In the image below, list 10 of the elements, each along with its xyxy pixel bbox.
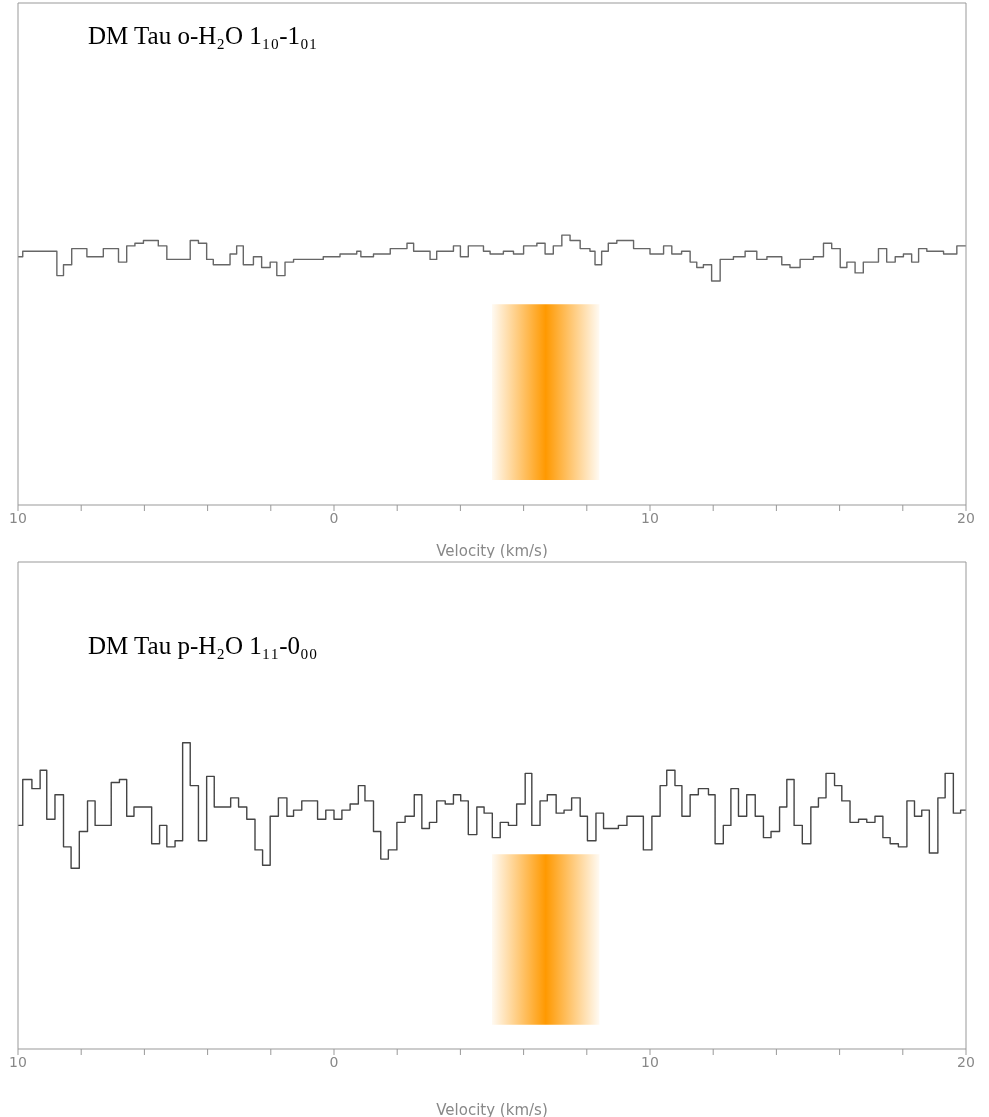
chart-title: DM Tau o-H₂O 1₁₀-1₀₁ bbox=[88, 22, 318, 50]
x-tick-label: 0 bbox=[329, 1053, 339, 1070]
x-tick-label: 20 bbox=[957, 509, 975, 526]
x-tick-label: 20 bbox=[957, 1053, 975, 1070]
x-tick-label: 10 bbox=[9, 1053, 27, 1070]
x-tick-label: 10 bbox=[641, 1053, 659, 1070]
chart-title: DM Tau p-H₂O 1₁₁-0₀₀ bbox=[88, 632, 318, 660]
x-tick-label: 10 bbox=[641, 509, 659, 526]
x-tick-label: 0 bbox=[329, 509, 339, 526]
x-tick-label: 10 bbox=[9, 509, 27, 526]
